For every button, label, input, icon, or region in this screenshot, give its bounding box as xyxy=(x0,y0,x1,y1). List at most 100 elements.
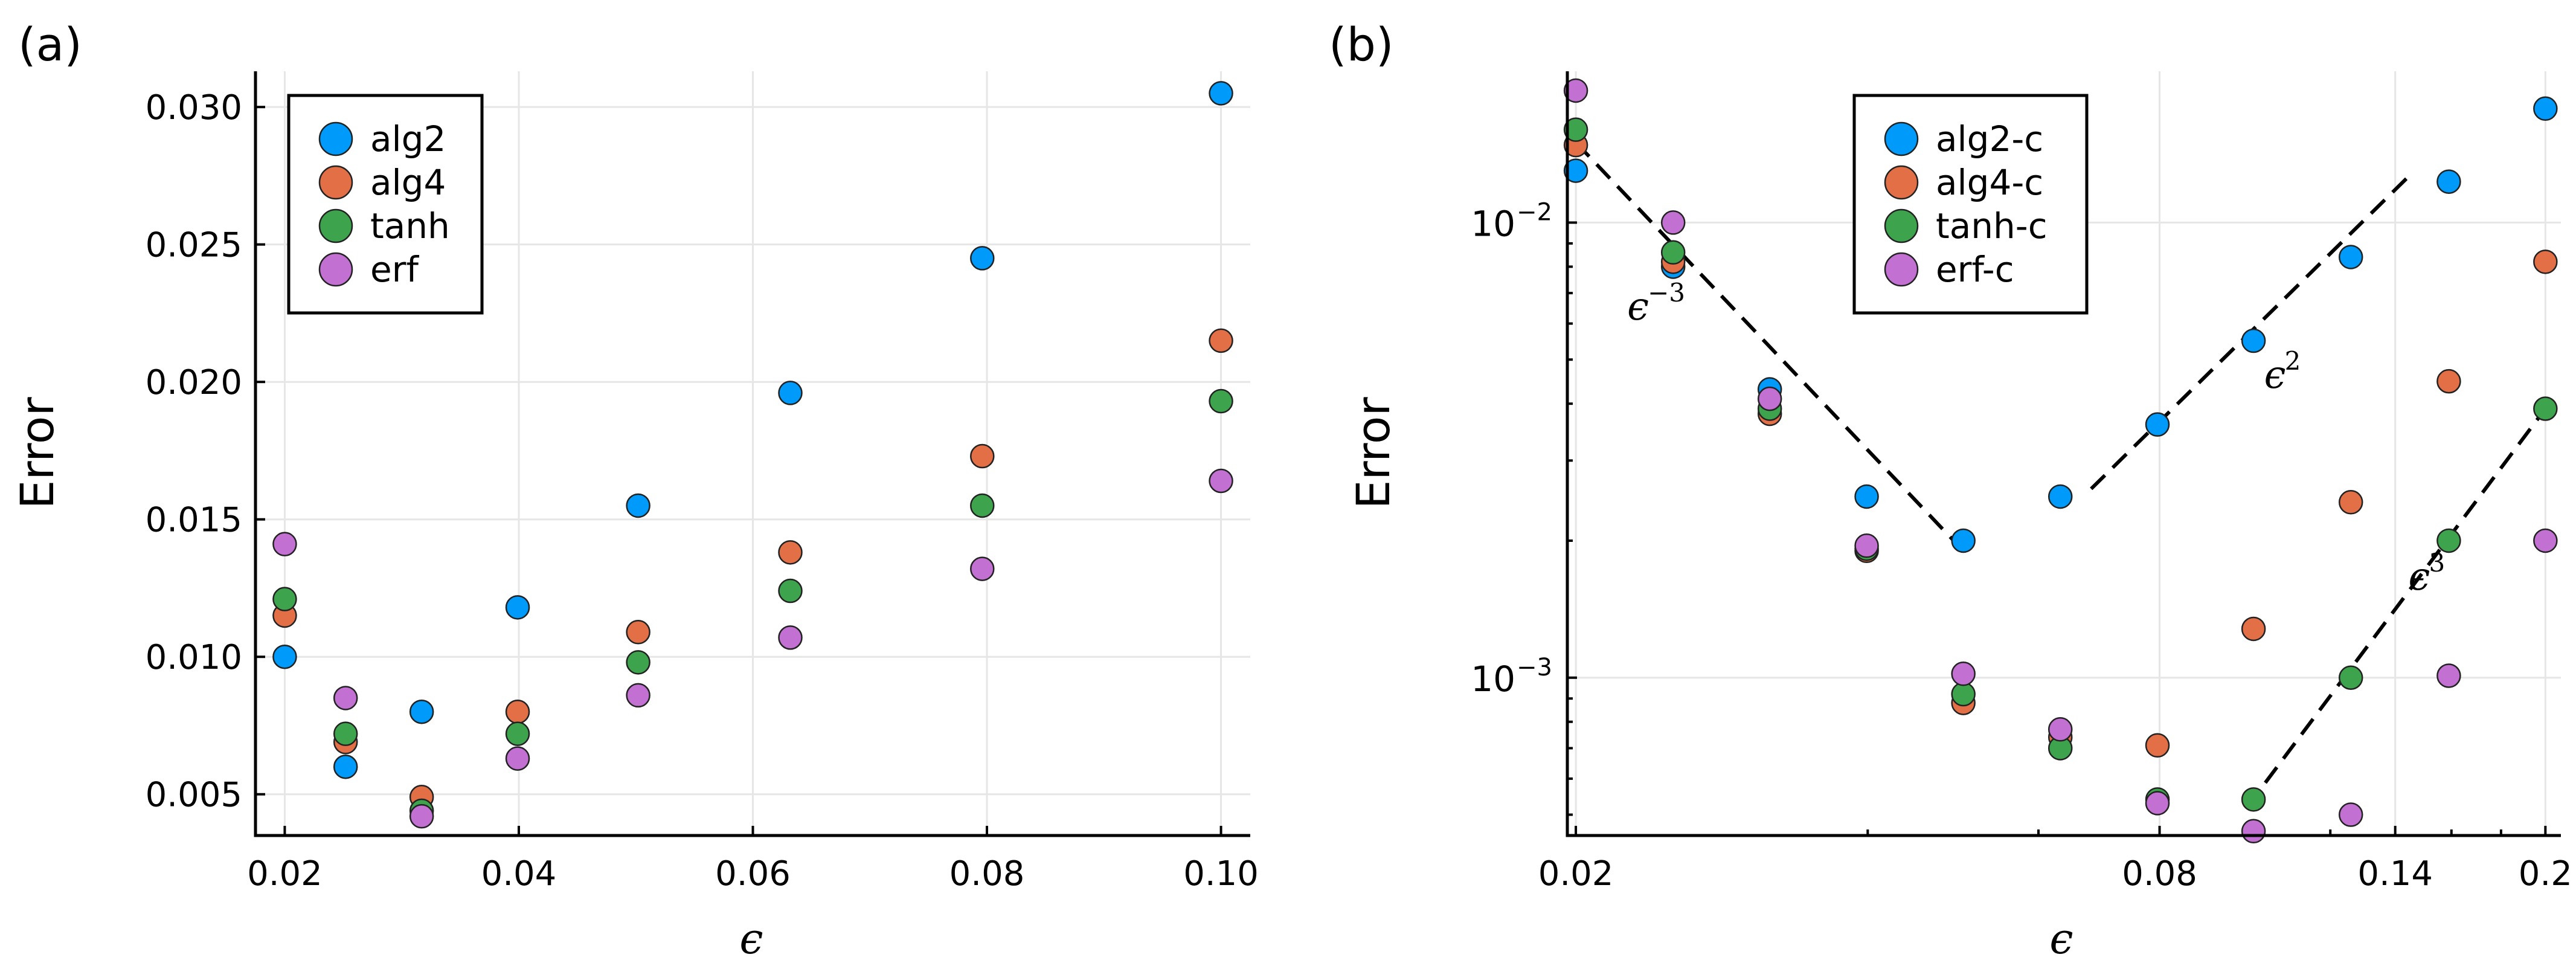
point-alg4-c xyxy=(2436,369,2461,394)
series-alg2 xyxy=(272,81,1233,779)
point-alg2 xyxy=(333,754,358,779)
panel-label-a: (a) xyxy=(18,18,82,71)
reference-line-label: ϵ xyxy=(2408,555,2430,599)
point-tanh xyxy=(1209,388,1233,414)
legend-label-erf-c: erf-c xyxy=(1936,249,2014,290)
series-alg4 xyxy=(272,328,1233,810)
y-tick-label-exponent: −2 xyxy=(1517,198,1552,226)
series-erf-c xyxy=(1563,78,2558,844)
point-alg2-c xyxy=(2145,412,2170,437)
y-tick-label: 0.005 xyxy=(146,776,242,815)
y-tick-label: 0.020 xyxy=(146,363,242,402)
legend-label-tanh-c: tanh-c xyxy=(1936,205,2048,246)
point-alg2-c xyxy=(1951,528,1976,553)
point-alg4 xyxy=(1209,328,1233,353)
point-erf-c xyxy=(2145,791,2170,816)
point-alg2 xyxy=(1209,81,1233,106)
reference-line-3 xyxy=(2246,407,2547,808)
point-erf-c xyxy=(2048,717,2073,742)
point-tanh xyxy=(505,721,530,746)
point-alg2 xyxy=(409,699,434,724)
reference-line-exponent: 2 xyxy=(2285,346,2301,376)
point-erf-c xyxy=(2338,802,2363,827)
legend-label-tanh: tanh xyxy=(370,205,450,246)
reference-line-exponent: 3 xyxy=(2429,548,2445,578)
legend-marker-alg4 xyxy=(318,165,353,200)
point-erf xyxy=(970,556,995,581)
legend-marker-tanh-c xyxy=(1884,208,1919,243)
x-tick-label: 0.06 xyxy=(715,854,791,894)
panel-b-points xyxy=(1563,78,2558,844)
x-tick-label: 0.08 xyxy=(949,854,1025,894)
point-tanh-c xyxy=(1563,117,1588,142)
point-erf-c xyxy=(1757,386,1782,411)
legend-marker-tanh xyxy=(318,208,353,243)
y-tick-label: 0.025 xyxy=(146,226,242,265)
x-tick-label: 0.10 xyxy=(1183,854,1259,894)
series-tanh xyxy=(272,388,1233,823)
point-tanh-c xyxy=(2338,665,2363,691)
panel-b-ylabel: Error xyxy=(1346,397,1400,509)
panel-b-ticks: 0.02 0.08 0.14 0.210−310−2 xyxy=(1471,84,2572,894)
point-alg2 xyxy=(626,493,650,518)
y-tick-label-exponent: −3 xyxy=(1517,654,1552,681)
x-tick-label: 0.08 xyxy=(2122,854,2197,894)
point-tanh xyxy=(626,650,650,675)
point-tanh-c xyxy=(1660,240,1686,265)
panel-a-ylabel: Error xyxy=(10,397,64,509)
point-alg4 xyxy=(778,540,803,565)
legend-marker-erf xyxy=(318,252,353,287)
point-alg4 xyxy=(505,699,530,724)
point-tanh-c xyxy=(2241,787,2266,812)
x-tick-label: 0.04 xyxy=(481,854,557,894)
point-alg2-c xyxy=(2533,96,2558,121)
point-alg4-c xyxy=(2338,490,2363,515)
panel-a-xlabel: ϵ xyxy=(739,914,763,964)
point-erf-c xyxy=(1563,78,1588,103)
series-alg2-c xyxy=(1563,96,2558,553)
legend-marker-alg4-c xyxy=(1884,165,1919,200)
point-alg4-c xyxy=(2145,733,2170,758)
panel-a: (a) 0.02 0.04 0.06 0.08 0.100.0050.0100.0150… xyxy=(10,18,1259,964)
point-erf xyxy=(626,683,650,708)
point-erf-c xyxy=(2436,663,2461,688)
reference-line-label: ϵ xyxy=(1627,285,1649,329)
point-alg4-c xyxy=(2241,616,2266,642)
point-tanh-c xyxy=(1951,681,1976,707)
panel-a-axes xyxy=(254,71,1250,837)
point-alg2 xyxy=(272,644,297,669)
legend-marker-alg2 xyxy=(318,121,353,156)
point-tanh xyxy=(970,493,995,518)
point-erf-c xyxy=(2241,819,2266,844)
y-tick-label: 10 xyxy=(1471,658,1515,700)
point-erf-c xyxy=(1854,533,1879,558)
legend-label-alg2-c: alg2-c xyxy=(1936,118,2043,159)
point-alg2 xyxy=(778,381,803,405)
x-tick-label: 0.2 xyxy=(2519,854,2572,894)
point-erf xyxy=(505,746,530,771)
panel-label-b: (b) xyxy=(1329,18,1394,71)
point-alg4 xyxy=(626,620,650,645)
point-erf-c xyxy=(1951,662,1976,686)
reference-line-label: ϵ xyxy=(2264,353,2286,398)
point-erf xyxy=(272,532,297,556)
point-alg4-c xyxy=(2533,250,2558,274)
panel-b-xlabel: ϵ xyxy=(2049,914,2073,964)
point-alg4 xyxy=(970,443,995,469)
point-erf-c xyxy=(1660,210,1686,235)
reference-line-exponent: −3 xyxy=(1648,278,1685,308)
panel-a-ticks: 0.02 0.04 0.06 0.08 0.10 0.005 0.010 0.015 0.020… xyxy=(146,88,1259,894)
point-erf xyxy=(333,686,358,710)
point-tanh-c xyxy=(2436,528,2461,553)
legend-label-alg2: alg2 xyxy=(370,118,446,159)
y-tick-label: 0.030 xyxy=(146,88,242,127)
x-tick-label: 0.14 xyxy=(2357,854,2433,894)
legend-label-erf: erf xyxy=(370,249,420,290)
x-tick-label: 0.02 xyxy=(247,854,323,894)
point-erf xyxy=(1209,468,1233,494)
point-erf xyxy=(778,625,803,650)
